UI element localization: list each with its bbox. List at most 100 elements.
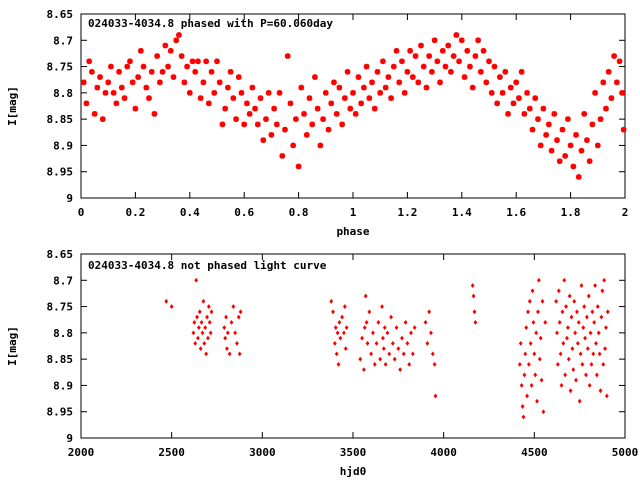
- top-chart-title: 024033-4034.8 phased with P=60.060day: [88, 17, 333, 30]
- data-point: [518, 340, 523, 346]
- data-point: [505, 111, 511, 117]
- data-point: [525, 393, 529, 399]
- data-point: [528, 340, 533, 346]
- data-point: [320, 116, 326, 122]
- data-point: [268, 132, 275, 138]
- bottom-data-points: [164, 277, 610, 420]
- data-point: [184, 63, 190, 70]
- data-point: [314, 105, 321, 112]
- data-point: [540, 105, 547, 112]
- data-point: [214, 58, 220, 65]
- data-point: [445, 42, 451, 49]
- data-point: [154, 53, 160, 59]
- data-point: [382, 84, 389, 91]
- data-point: [208, 330, 213, 336]
- data-point: [603, 105, 609, 112]
- data-point: [361, 367, 366, 373]
- data-point: [312, 74, 318, 80]
- data-point: [116, 69, 122, 75]
- data-point: [488, 90, 495, 96]
- data-point: [557, 319, 562, 325]
- data-point: [325, 126, 332, 133]
- top-x-axis: 0 0.2 0.4 0.6 0.8 1 1.2 1.4 1.6 1.8 2: [78, 14, 628, 219]
- data-point: [374, 69, 381, 75]
- y-tick-label: 8.85: [47, 353, 74, 366]
- data-point: [563, 372, 568, 378]
- data-point: [541, 409, 546, 415]
- data-point: [430, 351, 435, 357]
- data-point: [407, 48, 413, 54]
- data-point: [588, 330, 593, 336]
- data-point: [194, 277, 199, 283]
- data-point: [537, 142, 544, 149]
- y-tick-label: 8.8: [53, 87, 73, 100]
- data-point: [335, 330, 340, 336]
- data-point: [518, 69, 525, 75]
- data-point: [199, 319, 204, 325]
- data-point: [387, 351, 392, 357]
- data-point: [583, 335, 588, 341]
- data-point: [298, 84, 305, 91]
- data-point: [252, 105, 258, 112]
- data-point: [600, 79, 607, 86]
- top-y-axis-label: I[mag]: [6, 86, 19, 126]
- phased-light-curve-chart: 8.65 8.7 8.75 8.8 8.85 8.9 8.95 9 0 0.2 0.4 0.6 0.8…: [6, 8, 628, 238]
- data-point: [367, 309, 372, 315]
- data-point: [361, 84, 367, 91]
- data-point: [236, 314, 241, 320]
- data-point: [204, 351, 209, 357]
- data-point: [597, 116, 604, 122]
- data-point: [178, 53, 185, 59]
- x-tick-label: 3000: [249, 446, 276, 459]
- y-tick-label: 8.75: [47, 61, 74, 74]
- data-point: [415, 79, 422, 86]
- data-point: [459, 37, 465, 44]
- data-point: [195, 58, 201, 65]
- data-point: [523, 351, 528, 357]
- data-point: [282, 126, 288, 133]
- data-point: [181, 79, 188, 86]
- data-point: [561, 340, 566, 346]
- data-point: [97, 74, 103, 80]
- data-point: [600, 288, 605, 294]
- data-point: [235, 340, 239, 346]
- data-point: [132, 105, 139, 112]
- data-point: [423, 319, 428, 325]
- data-point: [388, 95, 394, 101]
- data-point: [121, 95, 128, 101]
- data-point: [83, 100, 90, 107]
- bottom-y-axis-label: I[mag]: [6, 326, 19, 366]
- data-point: [412, 53, 419, 59]
- data-point: [196, 335, 200, 341]
- data-point: [562, 277, 567, 283]
- data-point: [554, 137, 560, 143]
- data-point: [191, 330, 196, 336]
- data-point: [331, 79, 337, 86]
- data-point: [491, 63, 498, 70]
- data-point: [554, 298, 559, 304]
- data-point: [524, 325, 529, 330]
- data-point: [197, 95, 204, 101]
- unphased-light-curve-chart: 8.65 8.7 8.75 8.8 8.85 8.9 8.95 9 2000 2500 3000 3…: [6, 248, 638, 478]
- data-point: [429, 69, 435, 75]
- data-point: [333, 111, 340, 117]
- data-point: [148, 69, 155, 75]
- data-point: [589, 362, 594, 367]
- data-point: [403, 319, 408, 325]
- data-point: [585, 346, 590, 352]
- data-point: [620, 126, 627, 133]
- data-point: [520, 404, 525, 409]
- data-point: [510, 100, 517, 107]
- data-point: [102, 90, 109, 96]
- x-tick-label: 4500: [521, 446, 548, 459]
- y-tick-label: 8.95: [47, 166, 74, 179]
- data-point: [480, 48, 487, 54]
- data-point: [592, 90, 598, 96]
- data-point: [522, 372, 527, 378]
- data-point: [526, 362, 531, 367]
- data-point: [483, 79, 490, 86]
- data-point: [347, 105, 354, 112]
- data-point: [605, 309, 610, 315]
- data-point: [192, 319, 197, 325]
